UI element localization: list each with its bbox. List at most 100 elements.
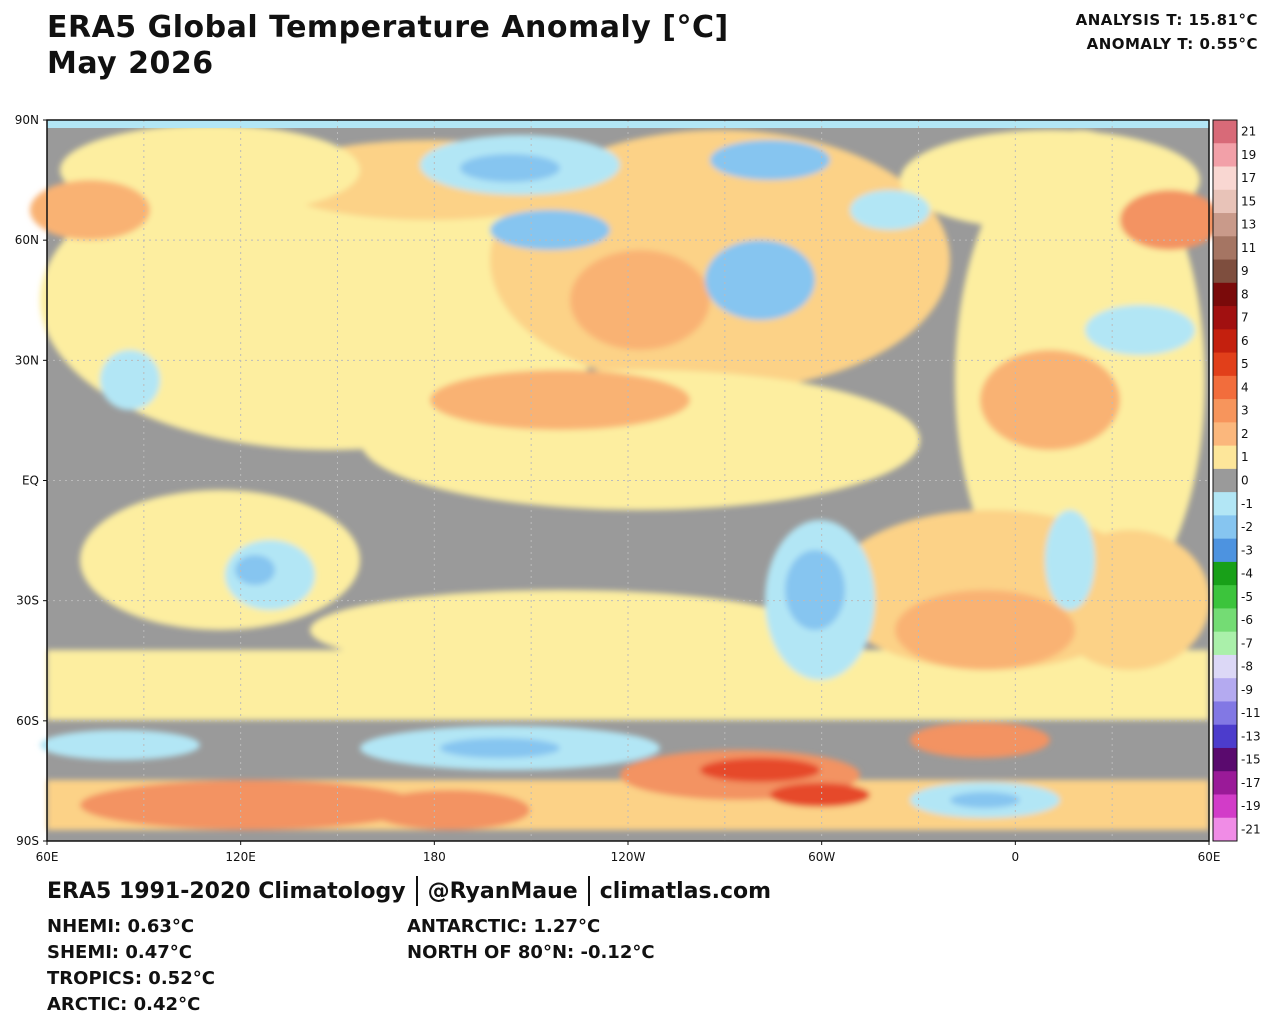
legend-swatch bbox=[1213, 561, 1237, 586]
legend-swatch bbox=[1213, 166, 1237, 191]
legend-label: 9 bbox=[1241, 264, 1249, 278]
legend-label: -9 bbox=[1241, 683, 1253, 697]
legend-swatch bbox=[1213, 515, 1237, 540]
anomaly-region bbox=[700, 758, 820, 782]
anomaly-region bbox=[770, 783, 870, 807]
region-stat: ANTARCTIC: 1.27°C bbox=[407, 916, 601, 937]
legend-label: 2 bbox=[1241, 427, 1249, 441]
longitude-label: 60E bbox=[1198, 850, 1221, 864]
latitude-label: EQ bbox=[22, 474, 39, 488]
latitude-label: 90S bbox=[16, 834, 39, 848]
longitude-label: 0 bbox=[1012, 850, 1020, 864]
regional-stats-left: NHEMI: 0.63°C SHEMI: 0.47°C TROPICS: 0.5… bbox=[47, 914, 215, 1018]
legend-label: 21 bbox=[1241, 125, 1256, 139]
legend-label: 13 bbox=[1241, 218, 1256, 232]
anomaly-region bbox=[1045, 510, 1095, 610]
anomaly-region bbox=[1085, 305, 1195, 355]
legend-label: 4 bbox=[1241, 380, 1249, 394]
legend-swatch bbox=[1213, 678, 1237, 702]
title-date: May 2026 bbox=[47, 46, 214, 81]
legend-swatch bbox=[1213, 120, 1237, 144]
anomaly-region bbox=[705, 240, 815, 320]
legend-swatch bbox=[1213, 608, 1237, 633]
anomaly-region bbox=[440, 738, 560, 758]
site-name: climatlas.com bbox=[599, 878, 772, 904]
legend-label: 7 bbox=[1241, 311, 1249, 325]
legend-swatch bbox=[1213, 422, 1237, 447]
latitude-axis: 90N 60N 30N EQ 30S 60S 90S bbox=[15, 113, 47, 848]
legend-label: -17 bbox=[1241, 776, 1261, 790]
region-stat: TROPICS: 0.52°C bbox=[47, 968, 215, 989]
climatology-label: ERA5 1991-2020 Climatology bbox=[47, 878, 406, 904]
legend-label: -2 bbox=[1241, 520, 1253, 534]
analysis-temperature: ANALYSIS T: 15.81°C bbox=[1075, 11, 1258, 29]
anomaly-temperature: ANOMALY T: 0.55°C bbox=[1086, 35, 1258, 53]
anomaly-region bbox=[30, 180, 150, 240]
legend-label: 1 bbox=[1241, 450, 1249, 464]
title-main: ERA5 Global Temperature Anomaly [°C] bbox=[47, 10, 729, 45]
latitude-label: 90N bbox=[15, 113, 39, 127]
legend-label: -6 bbox=[1241, 613, 1253, 627]
legend-label: 6 bbox=[1241, 334, 1249, 348]
longitude-label: 60W bbox=[808, 850, 835, 864]
legend-swatch bbox=[1213, 492, 1237, 516]
footer-separator bbox=[587, 876, 590, 906]
legend-swatch bbox=[1213, 352, 1237, 377]
legend-label: -15 bbox=[1241, 753, 1261, 767]
legend-label: -8 bbox=[1241, 660, 1253, 674]
latitude-label: 60N bbox=[15, 233, 39, 247]
legend-frame bbox=[1212, 119, 1238, 842]
legend-label: -5 bbox=[1241, 590, 1253, 604]
legend-swatch bbox=[1213, 259, 1237, 284]
legend-swatch bbox=[1213, 306, 1237, 330]
anomaly-region bbox=[910, 722, 1050, 758]
legend-swatch bbox=[1213, 585, 1237, 609]
anomaly-region bbox=[950, 792, 1020, 808]
anomaly-region bbox=[310, 590, 810, 670]
legend-swatch bbox=[1213, 282, 1237, 307]
legend-label: -7 bbox=[1241, 636, 1253, 650]
anomaly-region bbox=[460, 154, 560, 182]
legend-swatch bbox=[1213, 143, 1237, 168]
anomaly-region bbox=[785, 550, 845, 630]
legend-swatch bbox=[1213, 747, 1237, 772]
anomaly-field bbox=[30, 125, 1220, 830]
anomaly-region bbox=[80, 780, 420, 830]
anomaly-region bbox=[570, 250, 710, 350]
legend-swatch bbox=[1213, 189, 1237, 214]
latitude-label: 30N bbox=[15, 353, 39, 367]
latitude-label: 30S bbox=[16, 594, 39, 608]
region-stat: NHEMI: 0.63°C bbox=[47, 916, 195, 937]
polar-strip bbox=[47, 120, 1209, 128]
legend-label: 5 bbox=[1241, 357, 1249, 371]
anomaly-region bbox=[490, 210, 610, 250]
legend-label: -11 bbox=[1241, 706, 1261, 720]
legend-label: 17 bbox=[1241, 171, 1256, 185]
regional-stats-right: ANTARCTIC: 1.27°C NORTH OF 80°N: -0.12°C bbox=[407, 914, 655, 966]
legend-label: -3 bbox=[1241, 543, 1253, 557]
longitude-label: 120E bbox=[225, 850, 256, 864]
latitude-label: 60S bbox=[16, 714, 39, 728]
anomaly-region bbox=[1120, 190, 1220, 250]
legend-label: -19 bbox=[1241, 799, 1261, 813]
legend-label: -1 bbox=[1241, 497, 1253, 511]
legend-swatch bbox=[1213, 375, 1237, 400]
legend-label: -4 bbox=[1241, 567, 1253, 581]
legend-swatch bbox=[1213, 213, 1237, 237]
region-stat: ARCTIC: 0.42°C bbox=[47, 994, 201, 1015]
legend-swatch bbox=[1213, 794, 1237, 819]
anomaly-region bbox=[980, 350, 1120, 450]
region-stat: SHEMI: 0.47°C bbox=[47, 942, 193, 963]
legend-swatch bbox=[1213, 468, 1237, 493]
legend-swatch bbox=[1213, 329, 1237, 354]
legend-swatch bbox=[1213, 631, 1237, 656]
longitude-axis: 60E 120E 180 120W 60W 0 60E bbox=[36, 841, 1221, 864]
legend-label: 11 bbox=[1241, 241, 1256, 255]
legend-label: -21 bbox=[1241, 822, 1261, 836]
legend-label: 3 bbox=[1241, 404, 1249, 418]
legend-swatch bbox=[1213, 236, 1237, 261]
footer-credits: ERA5 1991-2020 Climatology @RyanMaue cli… bbox=[47, 876, 771, 906]
legend-label: 19 bbox=[1241, 148, 1256, 162]
anomaly-region bbox=[40, 150, 620, 450]
map-gridlines bbox=[47, 120, 1209, 841]
